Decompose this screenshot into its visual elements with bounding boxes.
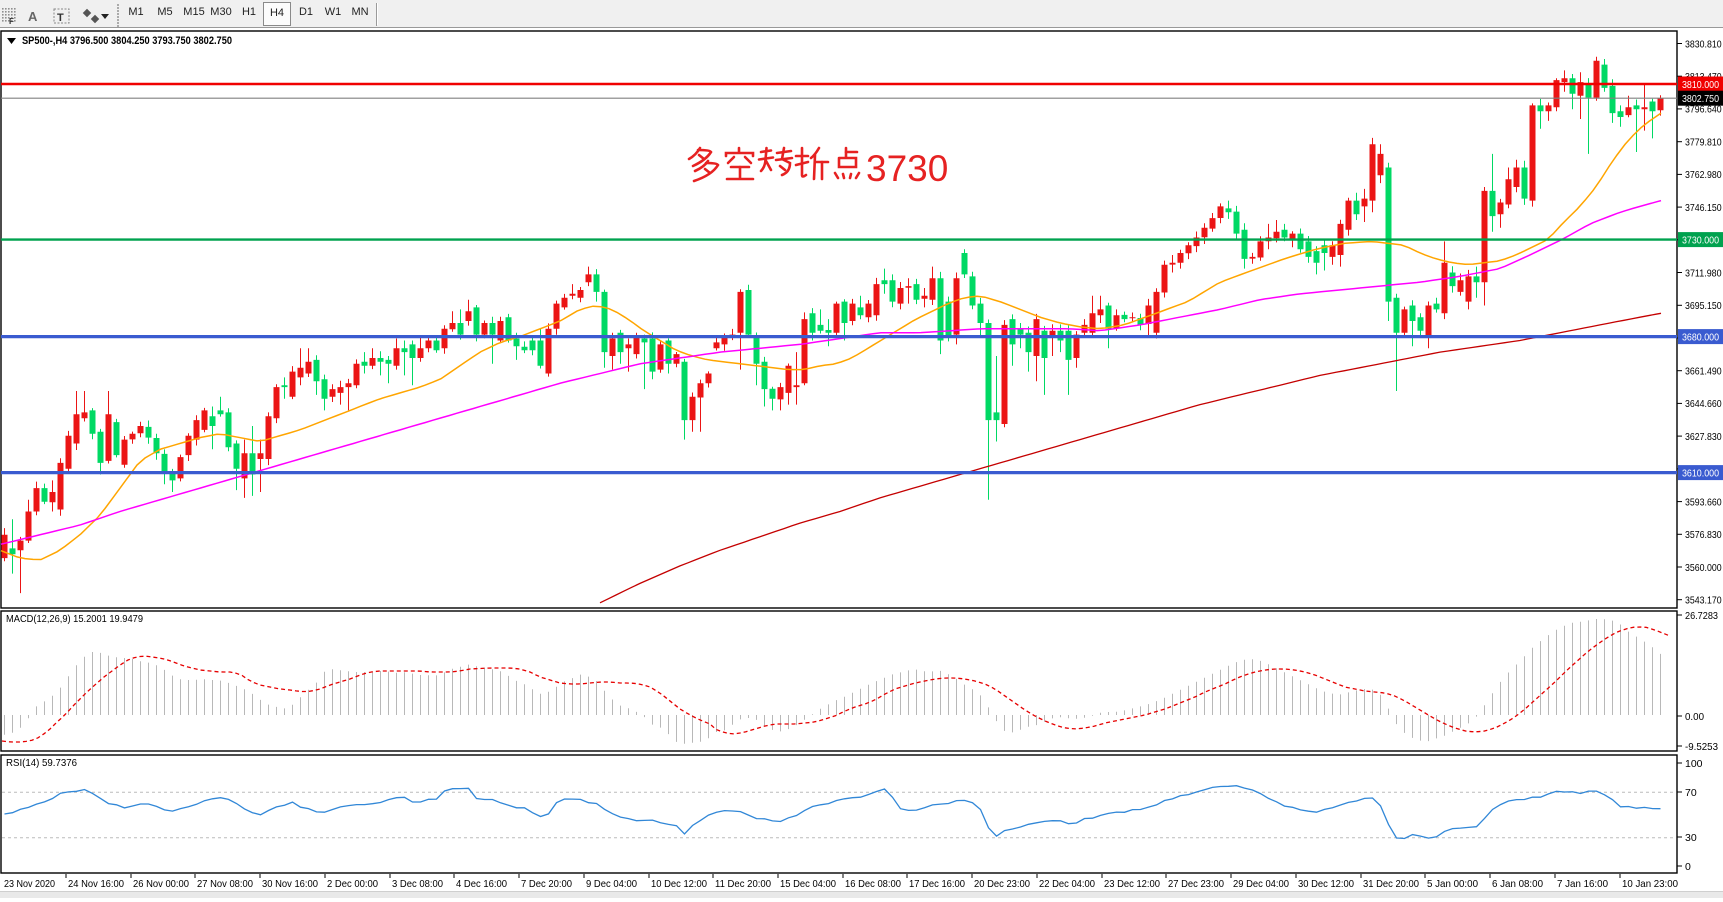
svg-text:24 Nov 16:00: 24 Nov 16:00 — [68, 878, 124, 890]
svg-text:29 Dec 04:00: 29 Dec 04:00 — [1233, 878, 1289, 890]
svg-text:30 Nov 16:00: 30 Nov 16:00 — [262, 878, 318, 890]
svg-text:26.7283: 26.7283 — [1685, 610, 1718, 622]
svg-text:-9.5253: -9.5253 — [1685, 741, 1718, 753]
svg-text:10 Jan 23:00: 10 Jan 23:00 — [1622, 878, 1678, 890]
svg-text:3543.170: 3543.170 — [1685, 595, 1722, 607]
svg-text:7 Dec 20:00: 7 Dec 20:00 — [521, 878, 572, 890]
svg-text:20 Dec 23:00: 20 Dec 23:00 — [974, 878, 1030, 890]
svg-text:3730.000: 3730.000 — [1682, 234, 1719, 246]
svg-text:3711.980: 3711.980 — [1685, 267, 1722, 279]
svg-text:T: T — [57, 12, 64, 24]
svg-text:23 Dec 12:00: 23 Dec 12:00 — [1104, 878, 1160, 890]
svg-text:10 Dec 12:00: 10 Dec 12:00 — [651, 878, 707, 890]
svg-text:3 Dec 08:00: 3 Dec 08:00 — [392, 878, 443, 890]
svg-text:3610.000: 3610.000 — [1682, 467, 1719, 479]
svg-text:3830.810: 3830.810 — [1685, 38, 1722, 50]
svg-text:A: A — [28, 9, 38, 24]
svg-text:2 Dec 00:00: 2 Dec 00:00 — [327, 878, 378, 890]
svg-text:F: F — [9, 17, 14, 26]
svg-text:3730: 3730 — [866, 148, 948, 189]
svg-text:3661.490: 3661.490 — [1685, 366, 1722, 378]
svg-text:5 Jan 00:00: 5 Jan 00:00 — [1427, 878, 1478, 890]
svg-text:3593.660: 3593.660 — [1685, 496, 1722, 508]
svg-text:7 Jan 16:00: 7 Jan 16:00 — [1557, 878, 1608, 890]
svg-text:3576.830: 3576.830 — [1685, 529, 1722, 541]
svg-text:0: 0 — [1685, 861, 1691, 873]
svg-text:11 Dec 20:00: 11 Dec 20:00 — [715, 878, 771, 890]
svg-text:3695.150: 3695.150 — [1685, 300, 1722, 312]
svg-text:27 Dec 23:00: 27 Dec 23:00 — [1168, 878, 1224, 890]
svg-text:9 Dec 04:00: 9 Dec 04:00 — [586, 878, 637, 890]
svg-text:70: 70 — [1685, 787, 1697, 799]
svg-text:100: 100 — [1685, 758, 1703, 770]
svg-text:30: 30 — [1685, 832, 1697, 844]
svg-text:4 Dec 16:00: 4 Dec 16:00 — [456, 878, 507, 890]
svg-text:15 Dec 04:00: 15 Dec 04:00 — [780, 878, 836, 890]
svg-text:3802.750: 3802.750 — [1682, 93, 1719, 105]
svg-text:3644.660: 3644.660 — [1685, 398, 1722, 410]
svg-text:SP500-,H4 3796.500 3804.250 3: SP500-,H4 3796.500 3804.250 3793.750 380… — [22, 35, 232, 47]
svg-text:3627.830: 3627.830 — [1685, 431, 1722, 443]
svg-text:23 Nov 2020: 23 Nov 2020 — [4, 878, 55, 890]
svg-text:16 Dec 08:00: 16 Dec 08:00 — [845, 878, 901, 890]
svg-text:31 Dec 20:00: 31 Dec 20:00 — [1363, 878, 1419, 890]
svg-text:6 Jan 08:00: 6 Jan 08:00 — [1492, 878, 1543, 890]
svg-text:3762.980: 3762.980 — [1685, 169, 1722, 181]
svg-text:3560.000: 3560.000 — [1685, 562, 1722, 574]
svg-text:0.00: 0.00 — [1685, 711, 1704, 723]
svg-text:26 Nov 00:00: 26 Nov 00:00 — [133, 878, 189, 890]
svg-text:3746.150: 3746.150 — [1685, 202, 1722, 214]
svg-text:30 Dec 12:00: 30 Dec 12:00 — [1298, 878, 1354, 890]
svg-text:3680.000: 3680.000 — [1682, 331, 1719, 343]
svg-text:3779.810: 3779.810 — [1685, 137, 1722, 149]
svg-text:3810.000: 3810.000 — [1682, 79, 1719, 91]
svg-text:MACD(12,26,9) 15.2001 19.9479: MACD(12,26,9) 15.2001 19.9479 — [6, 613, 143, 625]
svg-text:27 Nov 08:00: 27 Nov 08:00 — [197, 878, 253, 890]
svg-text:22 Dec 04:00: 22 Dec 04:00 — [1039, 878, 1095, 890]
svg-text:3796.640: 3796.640 — [1685, 104, 1722, 116]
svg-text:17 Dec 16:00: 17 Dec 16:00 — [909, 878, 965, 890]
svg-text:RSI(14) 59.7376: RSI(14) 59.7376 — [6, 757, 77, 769]
